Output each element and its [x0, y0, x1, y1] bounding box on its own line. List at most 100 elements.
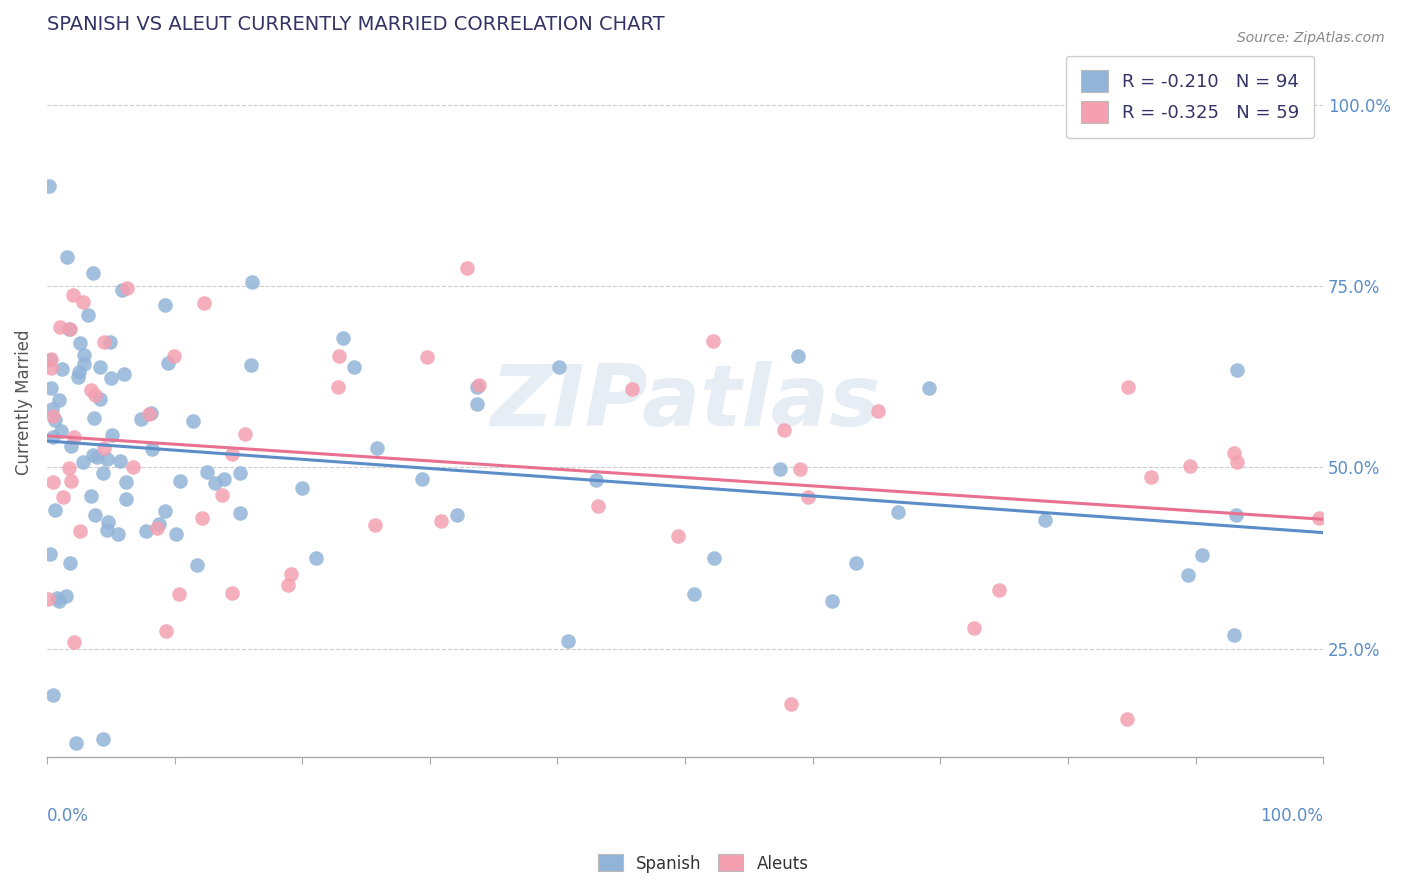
Point — [108, 454, 131, 468]
Point — [56, 250, 79, 264]
Point — [821, 594, 844, 608]
Point — [918, 381, 941, 395]
Text: 0.0%: 0.0% — [46, 807, 89, 825]
Point — [59, 556, 82, 570]
Point — [58, 461, 80, 475]
Point — [115, 281, 138, 295]
Point — [114, 491, 136, 506]
Y-axis label: Currently Married: Currently Married — [15, 329, 32, 475]
Point — [83, 388, 105, 402]
Point — [411, 473, 433, 487]
Point — [229, 506, 252, 520]
Point — [1180, 458, 1202, 473]
Point — [343, 360, 366, 375]
Point — [52, 490, 75, 504]
Point — [65, 736, 87, 750]
Point — [46, 591, 69, 606]
Point — [39, 360, 62, 375]
Point — [233, 426, 256, 441]
Point — [586, 499, 609, 513]
Point — [193, 296, 215, 310]
Text: Source: ZipAtlas.com: Source: ZipAtlas.com — [1237, 31, 1385, 45]
Point — [39, 353, 62, 368]
Point — [63, 635, 86, 649]
Point — [93, 731, 115, 746]
Point — [703, 550, 725, 565]
Point — [72, 455, 94, 469]
Point — [153, 503, 176, 517]
Point — [69, 524, 91, 538]
Point — [72, 294, 94, 309]
Point — [467, 377, 489, 392]
Point — [1116, 712, 1139, 726]
Point — [280, 567, 302, 582]
Point — [141, 442, 163, 456]
Point — [39, 351, 62, 366]
Point — [291, 482, 314, 496]
Point — [98, 335, 121, 350]
Point — [139, 406, 162, 420]
Point — [131, 411, 153, 425]
Point — [547, 359, 569, 374]
Point — [221, 447, 243, 461]
Point — [430, 514, 453, 528]
Point — [866, 404, 889, 418]
Point — [167, 587, 190, 601]
Point — [51, 425, 73, 439]
Point — [101, 428, 124, 442]
Point — [112, 367, 135, 381]
Point — [121, 460, 143, 475]
Point — [63, 430, 86, 444]
Point — [328, 350, 350, 364]
Point — [58, 322, 80, 336]
Point — [845, 556, 868, 570]
Point — [135, 524, 157, 538]
Point — [789, 461, 811, 475]
Point — [465, 379, 488, 393]
Point — [114, 475, 136, 490]
Point — [621, 382, 644, 396]
Point — [332, 331, 354, 345]
Point — [41, 402, 63, 417]
Point — [666, 529, 689, 543]
Point — [153, 297, 176, 311]
Point — [97, 515, 120, 529]
Point — [1118, 380, 1140, 394]
Point — [195, 465, 218, 479]
Point — [80, 383, 103, 397]
Point — [44, 502, 66, 516]
Point — [585, 473, 607, 487]
Point — [1226, 363, 1249, 377]
Point — [169, 475, 191, 489]
Point — [211, 488, 233, 502]
Point — [38, 178, 60, 193]
Point — [887, 505, 910, 519]
Point — [212, 472, 235, 486]
Point — [557, 634, 579, 648]
Point — [305, 551, 328, 566]
Point — [73, 348, 96, 362]
Point — [683, 587, 706, 601]
Point — [467, 397, 489, 411]
Point — [86, 450, 108, 464]
Point — [155, 624, 177, 638]
Point — [51, 362, 73, 376]
Point — [41, 688, 63, 702]
Point — [49, 320, 72, 334]
Point — [240, 358, 263, 372]
Point — [100, 370, 122, 384]
Point — [93, 335, 115, 350]
Point — [76, 308, 98, 322]
Point — [416, 350, 439, 364]
Point — [1140, 470, 1163, 484]
Point — [69, 336, 91, 351]
Point — [165, 527, 187, 541]
Point — [107, 527, 129, 541]
Point — [55, 589, 77, 603]
Point — [96, 451, 118, 466]
Point — [67, 365, 90, 379]
Point — [163, 349, 186, 363]
Point — [963, 622, 986, 636]
Point — [93, 441, 115, 455]
Point — [768, 462, 790, 476]
